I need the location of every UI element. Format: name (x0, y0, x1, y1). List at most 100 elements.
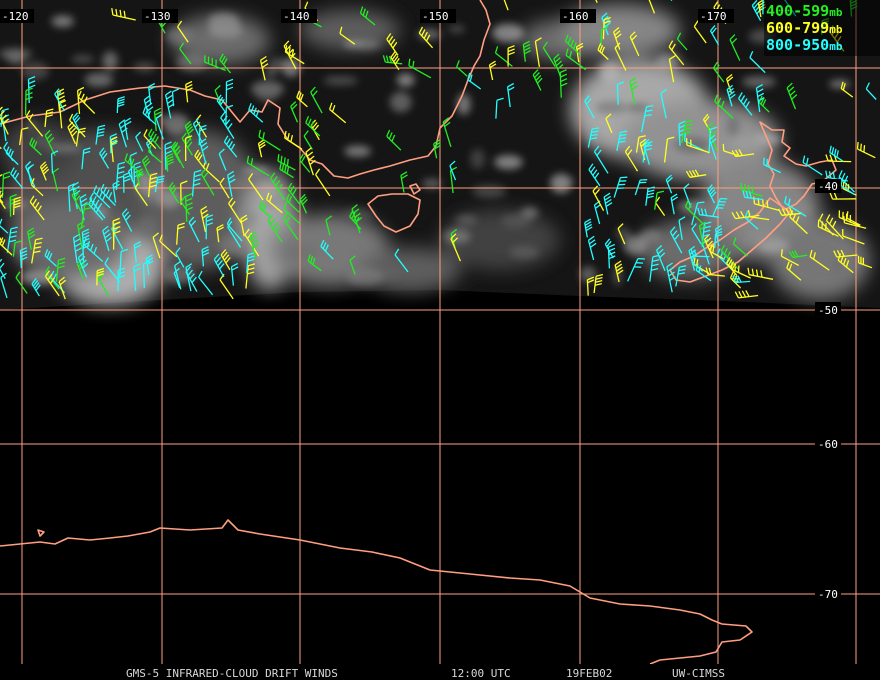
wind-barb (171, 88, 180, 107)
wind-barb (390, 51, 400, 71)
wind-barb (660, 88, 668, 119)
wind-barb (865, 82, 877, 100)
wind-barb (675, 265, 687, 287)
wind-barb (762, 0, 764, 15)
wind-barb (584, 95, 595, 119)
wind-barb (6, 226, 18, 253)
wind-barb (305, 147, 316, 176)
wind-barb (31, 237, 43, 264)
wind-barb (0, 106, 9, 135)
wind-barb (634, 179, 648, 196)
wind-barb (154, 175, 165, 193)
wind-barb (67, 183, 76, 212)
wind-barb (310, 86, 323, 114)
wind-barb (249, 231, 260, 259)
wind-barb (559, 69, 568, 98)
wind-barb (89, 192, 106, 219)
wind-barb (742, 190, 763, 201)
wind-barb (77, 90, 96, 114)
wind-barb (228, 197, 243, 224)
wind-barb (200, 168, 215, 196)
wind-barb (80, 202, 92, 229)
wind-barb (614, 260, 624, 283)
wind-barb (734, 290, 759, 299)
wind-barb (681, 119, 694, 144)
wind-barb (655, 245, 666, 272)
wind-barb (565, 48, 587, 71)
wind-barb (685, 169, 707, 178)
lon-label-170: -170 (700, 10, 727, 23)
wind-barb (299, 193, 308, 214)
wind-barb (697, 207, 720, 218)
wind-barb (29, 137, 42, 156)
wind-barb (39, 161, 50, 181)
wind-barb (296, 90, 308, 108)
legend-600-799: 600-799mb (766, 19, 843, 37)
wind-barb (12, 240, 22, 257)
wind-barb (494, 46, 513, 67)
wind-barb (50, 150, 59, 174)
wind-barb (605, 113, 613, 134)
wind-barb (684, 199, 703, 224)
wind-barb (584, 218, 593, 238)
wind-barb (829, 192, 857, 200)
wind-barb (315, 168, 331, 197)
wind-barb (24, 87, 33, 116)
wind-barb (177, 20, 189, 43)
wind-barb (142, 260, 151, 289)
wind-barb (506, 82, 515, 108)
wind-barb (305, 116, 321, 137)
wind-barb (71, 189, 82, 212)
wind-barb (450, 233, 461, 262)
wind-barb (629, 31, 640, 57)
wind-barb (19, 247, 28, 269)
wind-barb (602, 16, 611, 40)
wind-barb (532, 69, 543, 91)
longitude-labels: -120 -130 -140 -150 -160 -170 (0, 9, 734, 23)
wind-barb (30, 178, 44, 197)
wind-barb (714, 224, 723, 247)
wind-barb (755, 84, 765, 112)
wind-barb (676, 32, 688, 51)
wind-barb (227, 170, 236, 197)
wind-barb (325, 215, 333, 236)
wind-barb (277, 154, 296, 171)
wind-barb (226, 217, 243, 242)
australia-coastline (0, 0, 491, 179)
wind-barb (648, 0, 656, 14)
wind-barb (55, 257, 66, 282)
wind-barb (678, 216, 686, 240)
wind-barb (0, 236, 3, 243)
wind-barb (708, 126, 718, 154)
antarctica-coastline (0, 519, 753, 665)
wind-barb (683, 183, 692, 208)
wind-barb (173, 267, 181, 289)
lon-label-120: -120 (2, 10, 29, 23)
wind-barb (507, 45, 515, 67)
wind-barb (285, 193, 300, 213)
wind-barb (645, 186, 655, 206)
wind-barb (707, 184, 717, 204)
wind-barb (307, 254, 322, 272)
wind-barb (613, 176, 628, 198)
wind-barb (219, 53, 232, 74)
wind-barb (223, 135, 238, 158)
lon-label-140: -140 (283, 10, 310, 23)
wind-barb (449, 160, 457, 181)
lon-label-130: -130 (144, 10, 171, 23)
wind-barb (303, 130, 313, 150)
wind-barb (732, 237, 748, 257)
wind-barb (290, 101, 299, 123)
wind-barb (67, 121, 78, 145)
wind-barb (749, 50, 766, 74)
wind-barb (121, 208, 133, 232)
wind-barb (129, 152, 138, 182)
wind-barb (642, 141, 653, 163)
wind-barb (825, 154, 852, 163)
wind-barb (400, 171, 408, 193)
wind-barb (0, 272, 8, 299)
wind-barb (184, 135, 193, 162)
wind-barb (693, 20, 707, 44)
lon-label-160: -160 (562, 10, 589, 23)
